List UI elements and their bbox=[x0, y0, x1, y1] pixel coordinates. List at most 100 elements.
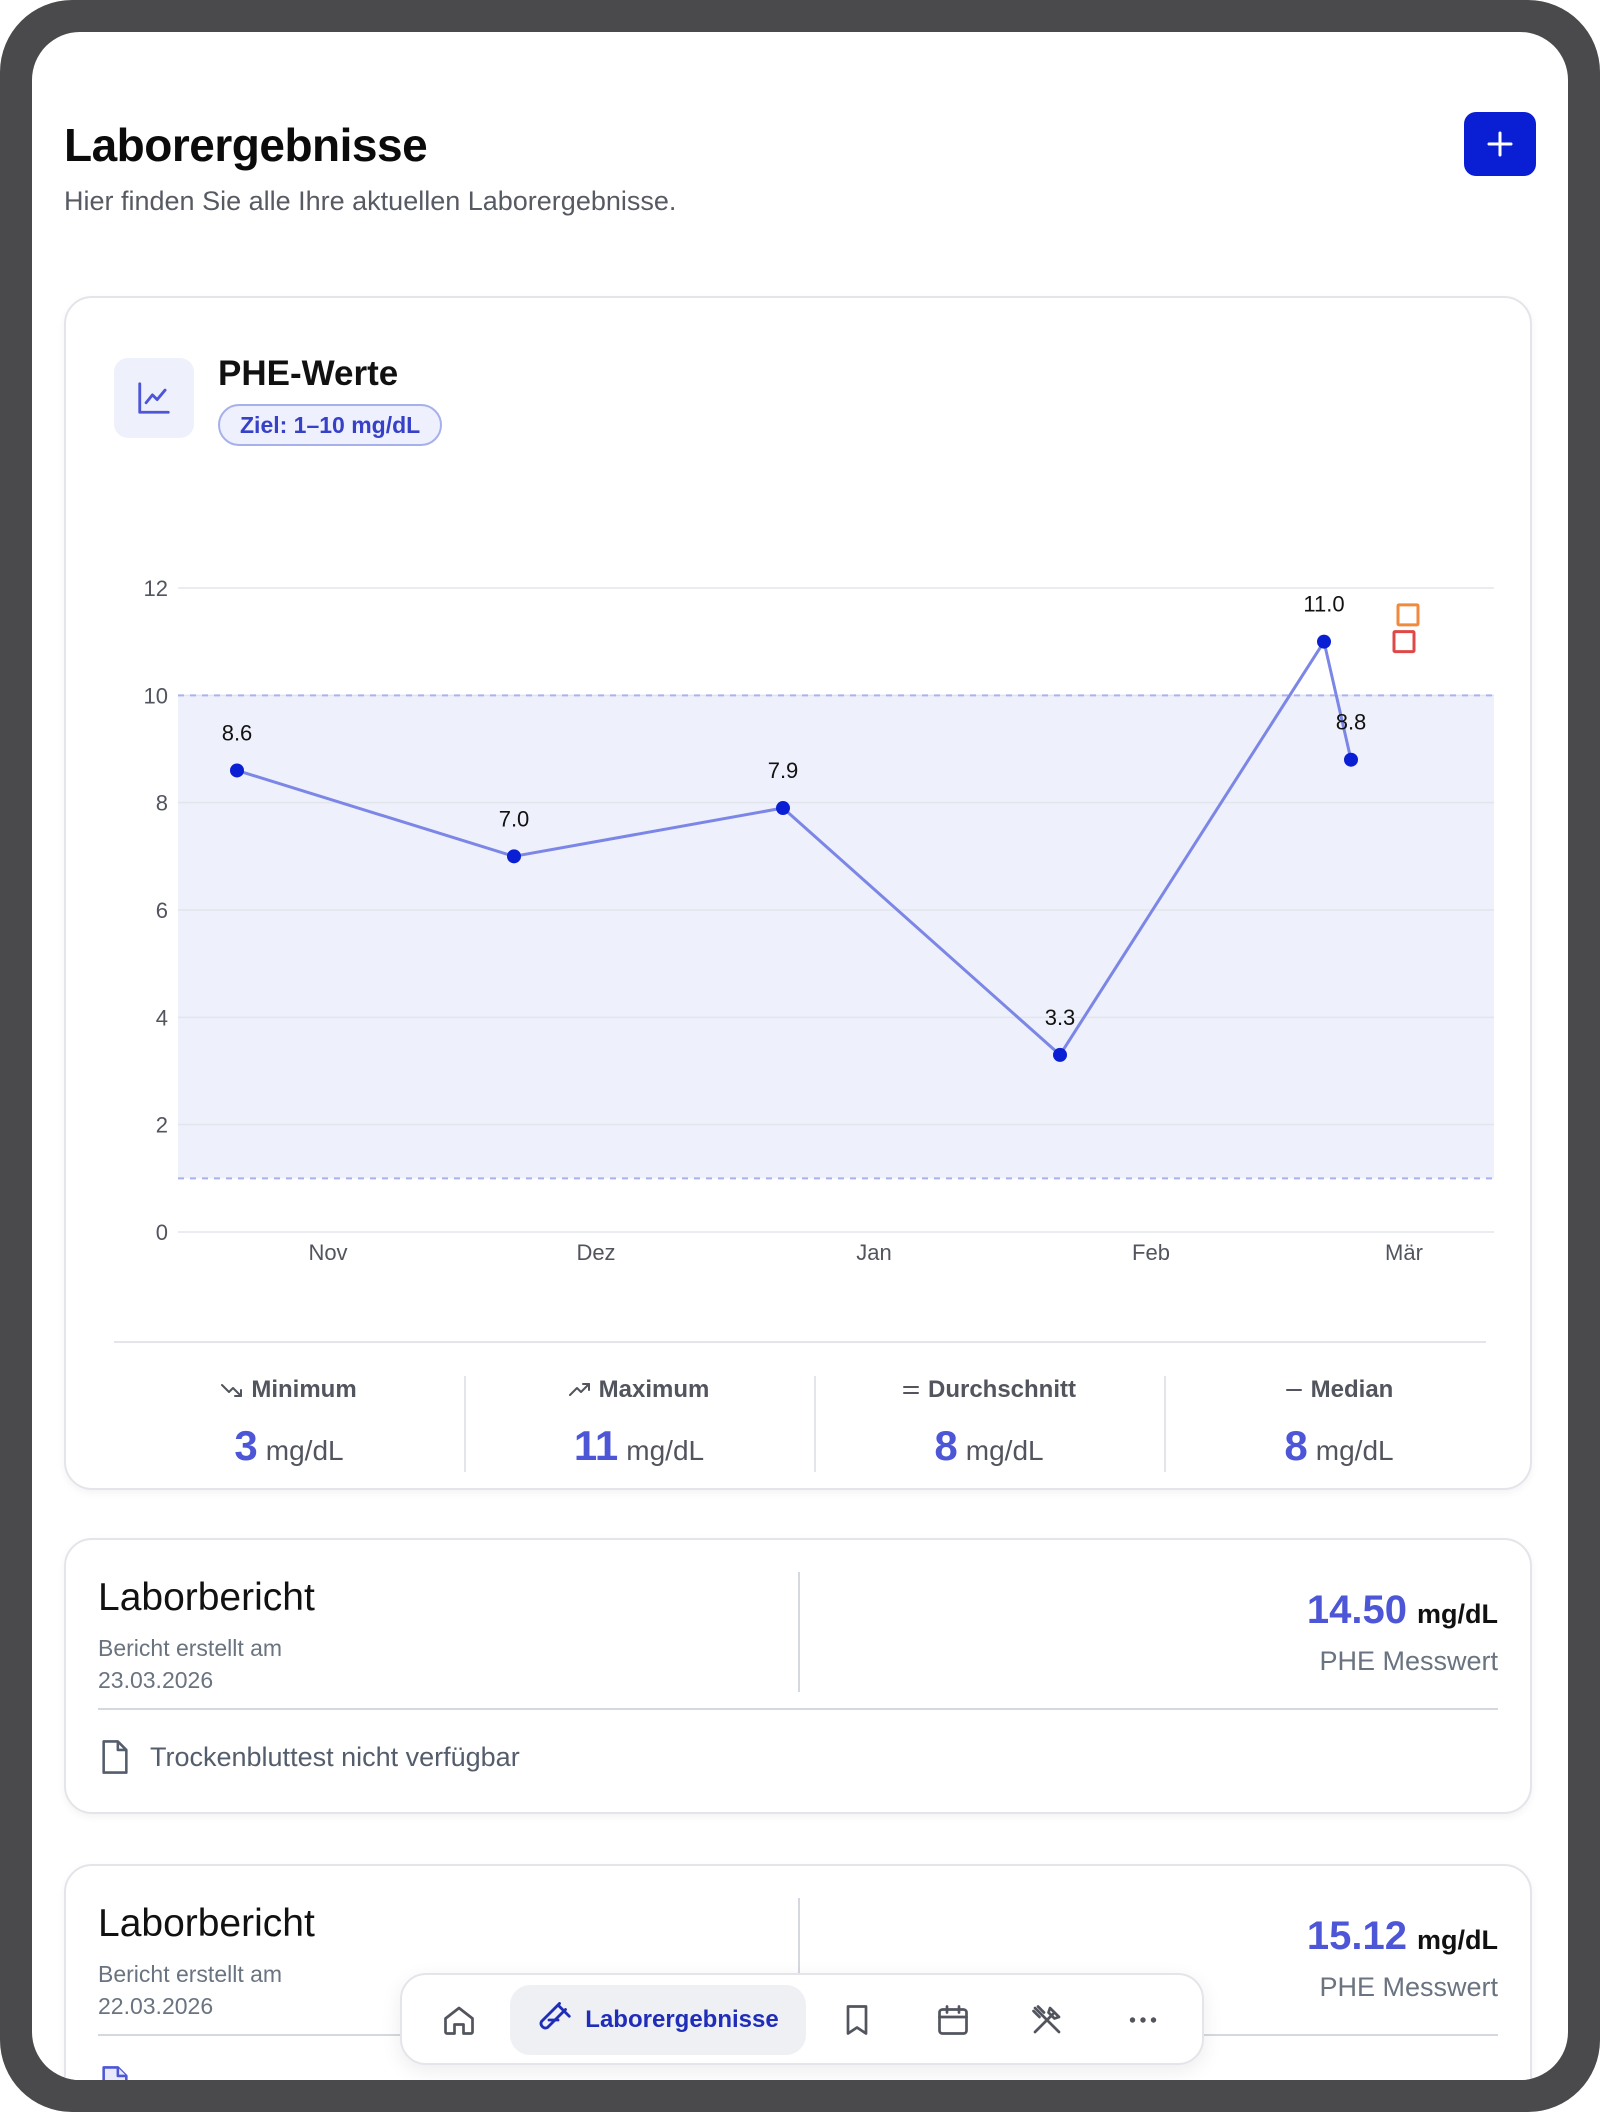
stat-value: 8 bbox=[934, 1422, 958, 1469]
data-point bbox=[507, 849, 521, 864]
nav-calendar[interactable] bbox=[918, 1985, 988, 2055]
add-result-button[interactable] bbox=[1464, 112, 1536, 176]
stat-separator bbox=[464, 1376, 466, 1472]
report-value-number: 14.50 bbox=[1306, 1588, 1407, 1632]
y-tick-label: 4 bbox=[156, 1005, 168, 1030]
stat-unit: mg/dL bbox=[965, 1435, 1044, 1466]
x-tick-label: Nov bbox=[308, 1240, 347, 1265]
stat-separator bbox=[814, 1376, 816, 1472]
stat-median: Median 8 mg/dL bbox=[1164, 1376, 1514, 1470]
plus-icon bbox=[1487, 131, 1513, 157]
report-note: Trockenbluttest nicht verfügbar bbox=[98, 1738, 520, 1776]
stat-value: 3 bbox=[234, 1422, 258, 1469]
y-tick-label: 8 bbox=[156, 791, 168, 816]
data-label: 3.3 bbox=[1045, 1005, 1076, 1030]
bottom-navigation: Laborergebnisse bbox=[400, 1973, 1204, 2065]
report-note bbox=[98, 2064, 132, 2080]
utensils-crossed-icon bbox=[1032, 2005, 1061, 2034]
stat-label: Median bbox=[1310, 1376, 1394, 1403]
report-separator bbox=[98, 1708, 1498, 1710]
data-label: 7.0 bbox=[499, 806, 530, 831]
chart-icon-box bbox=[114, 358, 194, 438]
report-divider bbox=[798, 1572, 800, 1692]
marker-square bbox=[1396, 603, 1420, 627]
data-label: 11.0 bbox=[1303, 592, 1344, 617]
x-tick-label: Feb bbox=[1132, 1240, 1170, 1265]
trending-down-icon bbox=[221, 1384, 243, 1397]
nav-laborergebnisse[interactable]: Laborergebnisse bbox=[510, 1985, 806, 2055]
line-chart-icon bbox=[138, 382, 170, 414]
nav-nutrition[interactable] bbox=[1012, 1985, 1082, 2055]
report-phe-value: 15.12 mg/dL bbox=[1307, 1914, 1498, 1959]
equals-icon bbox=[902, 1386, 919, 1394]
report-created-label: Bericht erstellt am bbox=[98, 1961, 283, 1987]
report-phe-value: 14.50 mg/dL bbox=[1307, 1588, 1498, 1633]
x-tick-label: Jan bbox=[856, 1240, 891, 1265]
page-title: Laborergebnisse bbox=[64, 119, 428, 171]
stat-unit: mg/dL bbox=[1315, 1435, 1394, 1466]
series-line bbox=[236, 640, 1353, 1057]
data-point bbox=[776, 801, 790, 816]
chart-title: PHE-Werte bbox=[218, 354, 399, 393]
stat-minimum: Minimum 3 mg/dL bbox=[114, 1376, 464, 1470]
stats-divider bbox=[114, 1341, 1486, 1343]
nav-label: Laborergebnisse bbox=[585, 2006, 779, 2033]
report-created: Bericht erstellt am 22.03.2026 bbox=[98, 1958, 282, 2022]
target-range-band bbox=[178, 695, 1494, 1179]
nav-bookmarks[interactable] bbox=[822, 1985, 892, 2055]
report-title: Laborbericht bbox=[98, 1576, 315, 1619]
app-screen: Laborergebnisse Hier finden Sie alle Ihr… bbox=[32, 32, 1568, 2080]
data-point bbox=[230, 763, 244, 778]
stat-maximum: Maximum 11 mg/dL bbox=[464, 1376, 814, 1470]
bookmark-icon bbox=[846, 2005, 868, 2035]
stat-unit: mg/dL bbox=[265, 1435, 344, 1466]
stat-unit: mg/dL bbox=[626, 1435, 705, 1466]
stat-label: Minimum bbox=[251, 1376, 357, 1403]
report-note-text: Trockenbluttest nicht verfügbar bbox=[150, 1741, 520, 1772]
phe-chart-card: PHE-Werte Ziel: 1–10 mg/dL 0 2 4 6 8 10 12 Nov D… bbox=[64, 296, 1532, 1490]
calendar-icon bbox=[938, 2005, 968, 2035]
stat-value: 8 bbox=[1284, 1422, 1308, 1469]
stat-label: Maximum bbox=[598, 1376, 710, 1403]
lab-report-card[interactable]: Laborbericht Bericht erstellt am 23.03.2… bbox=[64, 1538, 1532, 1814]
marker-square bbox=[1392, 630, 1416, 654]
home-icon bbox=[444, 2006, 474, 2035]
y-tick-label: 6 bbox=[156, 898, 168, 923]
more-icon bbox=[1129, 2017, 1157, 2023]
stat-label: Durchschnitt bbox=[927, 1376, 1076, 1403]
data-label: 7.9 bbox=[768, 758, 799, 783]
stat-value: 11 bbox=[573, 1422, 619, 1469]
data-label: 8.8 bbox=[1336, 710, 1367, 735]
report-created: Bericht erstellt am 23.03.2026 bbox=[98, 1632, 282, 1696]
page-subtitle: Hier finden Sie alle Ihre aktuellen Labo… bbox=[64, 186, 677, 216]
report-title: Laborbericht bbox=[98, 1902, 315, 1945]
y-tick-label: 2 bbox=[156, 1113, 168, 1138]
stat-average: Durchschnitt 8 mg/dL bbox=[814, 1376, 1164, 1470]
document-icon bbox=[102, 1740, 128, 1774]
trending-up-icon bbox=[568, 1383, 590, 1396]
report-date: 23.03.2026 bbox=[98, 1667, 214, 1693]
phe-line-chart: 0 2 4 6 8 10 12 Nov Dez Jan Feb Mär 8.6 7.0 7.9 3.3 11.0… bbox=[144, 576, 1494, 1265]
minus-icon bbox=[1285, 1389, 1302, 1391]
target-range-badge: Ziel: 1–10 mg/dL bbox=[218, 404, 443, 446]
report-created-label: Bericht erstellt am bbox=[98, 1635, 283, 1661]
report-value-unit: mg/dL bbox=[1417, 1599, 1498, 1629]
data-point bbox=[1317, 634, 1331, 649]
report-date: 22.03.2026 bbox=[98, 1993, 214, 2019]
nav-more[interactable] bbox=[1108, 1985, 1178, 2055]
y-tick-label: 0 bbox=[156, 1220, 168, 1245]
report-divider bbox=[798, 1898, 800, 2018]
report-value-caption: PHE Messwert bbox=[1319, 1646, 1498, 1676]
nav-home[interactable] bbox=[424, 1985, 494, 2055]
stat-separator bbox=[1164, 1376, 1166, 1472]
report-value-unit: mg/dL bbox=[1417, 1925, 1498, 1955]
report-value-caption: PHE Messwert bbox=[1319, 1972, 1498, 2002]
data-label: 8.6 bbox=[222, 720, 253, 745]
x-tick-label: Mär bbox=[1385, 1240, 1423, 1265]
y-tick-label: 10 bbox=[144, 683, 168, 708]
data-point bbox=[1053, 1047, 1067, 1062]
y-tick-label: 12 bbox=[144, 576, 168, 601]
flask-icon bbox=[539, 2002, 571, 2030]
data-point bbox=[1344, 752, 1358, 767]
